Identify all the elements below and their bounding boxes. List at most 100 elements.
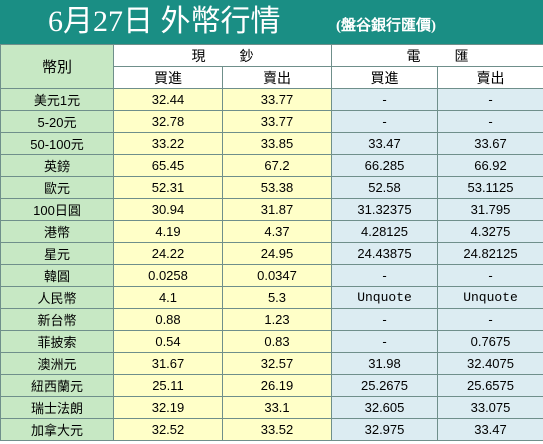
currency-name: 人民幣	[0, 286, 114, 309]
wire-buy-value: 31.32375	[331, 198, 438, 221]
wire-sell-value: 32.4075	[437, 352, 543, 375]
cash-buy-value: 0.88	[113, 308, 223, 331]
rate-table-body: 美元1元 32.44 33.77- -5-20元 32.78 33.77- -50-100元…	[0, 88, 543, 441]
cash-sell-value: 32.57	[222, 352, 332, 375]
wire-sell-value: 66.92	[437, 154, 543, 177]
currency-name: 5-20元	[0, 110, 114, 133]
cash-group-header: 現鈔	[113, 44, 332, 67]
wire-sell-value: 25.6575	[437, 374, 543, 397]
wire-buy-value: -	[331, 110, 438, 133]
cash-buy-value: 52.31	[113, 176, 223, 199]
wire-buy-value: 32.975	[331, 418, 438, 441]
wire-sell-value: -	[437, 264, 543, 287]
cash-sell-value: 0.83	[222, 330, 332, 353]
table-row: 星元 24.22 24.95 24.43875 24.82125	[0, 242, 543, 265]
cash-buy-value: 24.22	[113, 242, 223, 265]
cash-buy-value: 0.54	[113, 330, 223, 353]
cash-sell-value: 33.85	[222, 132, 332, 155]
wire-buy-value: -	[331, 308, 438, 331]
wire-sell-value: 31.795	[437, 198, 543, 221]
currency-name: 加拿大元	[0, 418, 114, 441]
wire-buy-value: 33.47	[331, 132, 438, 155]
cash-sell-value: 31.87	[222, 198, 332, 221]
cash-sell-header: 賣出	[222, 66, 332, 89]
currency-name: 港幣	[0, 220, 114, 243]
cash-buy-value: 32.52	[113, 418, 223, 441]
currency-name: 美元1元	[0, 88, 114, 111]
wire-sell-value: -	[437, 110, 543, 133]
cash-sell-value: 5.3	[222, 286, 332, 309]
exchange-rate-table: 幣別 現鈔 電匯 買進 賣出 買進 賣出 美元1元 32.44 33.77- -5-2…	[0, 44, 543, 441]
cash-sell-value: 4.37	[222, 220, 332, 243]
currency-name: 英鎊	[0, 154, 114, 177]
table-row: 港幣 4.19 4.37 4.28125 4.3275	[0, 220, 543, 243]
currency-name: 新台幣	[0, 308, 114, 331]
table-row: 100日圓 30.94 31.87 31.32375 31.795	[0, 198, 543, 221]
wire-buy-value: -	[331, 330, 438, 353]
wire-sell-header: 賣出	[437, 66, 543, 89]
cash-buy-value: 31.67	[113, 352, 223, 375]
wire-sell-value: 0.7675	[437, 330, 543, 353]
currency-name: 星元	[0, 242, 114, 265]
title-bar: 6月27日 外幣行情 (盤谷銀行匯價)	[0, 0, 543, 44]
table-row: 歐元 52.31 53.38 52.58 53.1125	[0, 176, 543, 199]
cash-sell-value: 53.38	[222, 176, 332, 199]
table-row: 澳洲元 31.67 32.57 31.98 32.4075	[0, 352, 543, 375]
currency-column-header: 幣別	[0, 44, 114, 89]
cash-buy-value: 32.44	[113, 88, 223, 111]
table-row: 英鎊 65.45 67.2 66.285 66.92	[0, 154, 543, 177]
wire-sell-value: 33.075	[437, 396, 543, 419]
cash-sell-value: 33.52	[222, 418, 332, 441]
table-row: 加拿大元 32.52 33.52 32.975 33.47	[0, 418, 543, 441]
cash-sell-value: 33.1	[222, 396, 332, 419]
page-subtitle: (盤谷銀行匯價)	[336, 18, 436, 34]
wire-buy-value: -	[331, 264, 438, 287]
cash-buy-value: 30.94	[113, 198, 223, 221]
table-row: 新台幣 0.88 1.23- -	[0, 308, 543, 331]
cash-sell-value: 67.2	[222, 154, 332, 177]
wire-buy-header: 買進	[331, 66, 438, 89]
currency-name: 瑞士法朗	[0, 396, 114, 419]
table-row: 50-100元 33.22 33.85 33.47 33.67	[0, 132, 543, 155]
page-title: 6月27日 外幣行情	[48, 5, 281, 38]
cash-buy-value: 32.78	[113, 110, 223, 133]
wire-buy-value: 24.43875	[331, 242, 438, 265]
wire-sell-value: -	[437, 308, 543, 331]
wire-sell-value: 33.67	[437, 132, 543, 155]
wire-buy-value: -	[331, 88, 438, 111]
wire-buy-value: 31.98	[331, 352, 438, 375]
cash-sell-value: 24.95	[222, 242, 332, 265]
header-row-sub: 買進 賣出 買進 賣出	[1, 66, 543, 89]
wire-sell-value: 4.3275	[437, 220, 543, 243]
wire-group-header: 電匯	[331, 44, 543, 67]
wire-buy-value: 25.2675	[331, 374, 438, 397]
currency-name: 歐元	[0, 176, 114, 199]
cash-buy-value: 32.19	[113, 396, 223, 419]
wire-buy-value: 52.58	[331, 176, 438, 199]
currency-name: 菲披索	[0, 330, 114, 353]
cash-sell-value: 1.23	[222, 308, 332, 331]
cash-sell-value: 33.77	[222, 110, 332, 133]
cash-buy-value: 4.1	[113, 286, 223, 309]
cash-buy-value: 33.22	[113, 132, 223, 155]
table-row: 美元1元 32.44 33.77- -	[0, 88, 543, 111]
wire-buy-value: Unquote	[331, 286, 438, 309]
wire-buy-value: 32.605	[331, 396, 438, 419]
table-row: 5-20元 32.78 33.77- -	[0, 110, 543, 133]
cash-sell-value: 33.77	[222, 88, 332, 111]
wire-buy-value: 66.285	[331, 154, 438, 177]
wire-buy-value: 4.28125	[331, 220, 438, 243]
wire-sell-value: -	[437, 88, 543, 111]
table-row: 瑞士法朗 32.19 33.1 32.605 33.075	[0, 396, 543, 419]
currency-name: 100日圓	[0, 198, 114, 221]
wire-sell-value: 24.82125	[437, 242, 543, 265]
currency-name: 韓圓	[0, 264, 114, 287]
cash-buy-value: 4.19	[113, 220, 223, 243]
table-row: 菲披索 0.54 0.83-0.7675	[0, 330, 543, 353]
wire-sell-value: 33.47	[437, 418, 543, 441]
currency-name: 50-100元	[0, 132, 114, 155]
table-row: 韓圓 0.0258 0.0347- -	[0, 264, 543, 287]
currency-name: 紐西蘭元	[0, 374, 114, 397]
wire-sell-value: 53.1125	[437, 176, 543, 199]
